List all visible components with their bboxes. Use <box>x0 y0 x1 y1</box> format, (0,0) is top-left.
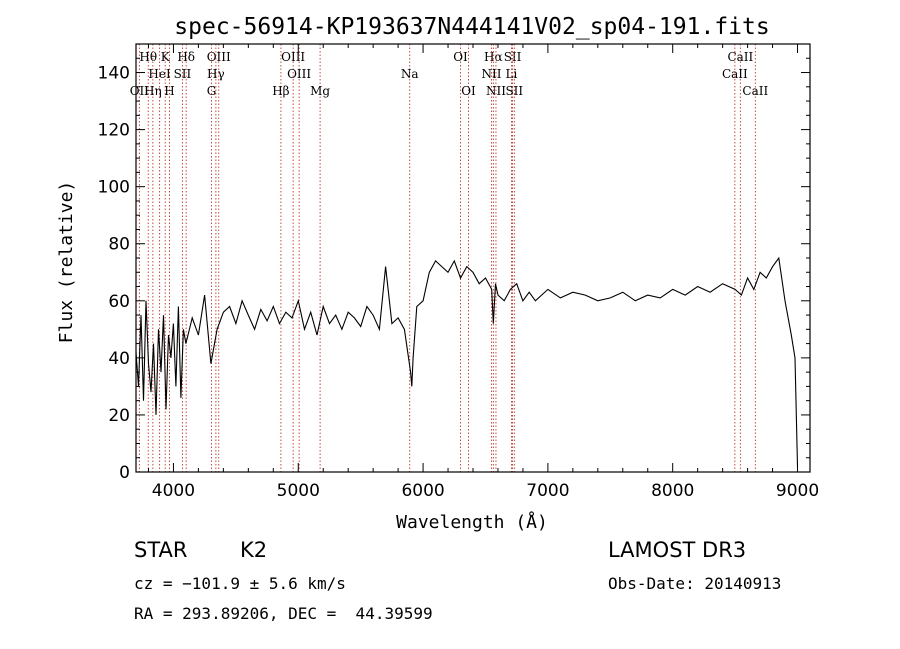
ra-dec: RA = 293.89206, DEC = 44.39599 <box>134 604 433 623</box>
y-tick-label: 140 <box>98 64 130 84</box>
series-layer <box>135 256 799 467</box>
spectral-line-label: Hβ <box>272 84 289 98</box>
spectral-line-label: OIII <box>207 50 231 64</box>
x-tick-label: 7000 <box>526 481 569 501</box>
survey-name: LAMOST DR3 <box>608 538 747 562</box>
spectral-line-label: Hα <box>484 50 503 64</box>
redshift-cz: cz = −101.9 ± 5.6 km/s <box>134 574 346 593</box>
y-tick-label: 0 <box>119 463 130 483</box>
y-tick-label: 120 <box>98 121 130 141</box>
plot-frame <box>135 43 811 473</box>
x-tick-label: 4000 <box>152 481 195 501</box>
x-axis-label: Wavelength (Å) <box>396 511 548 533</box>
y-tick-label: 60 <box>108 292 130 312</box>
y-tick-label: 100 <box>98 178 130 198</box>
spectral-line-label: Hθ <box>139 50 157 64</box>
spectral-line-label: OI <box>453 50 468 64</box>
spectral-line-label: OIII <box>287 67 311 81</box>
spectral-line-label: G <box>207 84 217 98</box>
chart-title: spec-56914-KP193637N444141V02_sp04-191.f… <box>174 14 769 40</box>
spectral-line-label: Hη <box>144 84 162 98</box>
x-tick-label: 8000 <box>651 481 694 501</box>
object-subclass: K2 <box>240 538 268 562</box>
spectral-line-label: HeI <box>148 67 171 81</box>
obs-date: Obs-Date: 20140913 <box>608 574 782 593</box>
x-tick-label: 5000 <box>277 481 320 501</box>
spectral-line-label: OI <box>461 84 476 98</box>
y-tick-label: 20 <box>108 406 130 426</box>
series-line-flux <box>135 256 799 467</box>
x-tick-label: 9000 <box>776 481 819 501</box>
spectral-line-label: NII <box>481 67 501 81</box>
spectral-line-label: Na <box>401 67 419 81</box>
spectral-line-label: CaII <box>727 50 753 64</box>
spectral-line-label: OIII <box>281 50 305 64</box>
ticks-layer: 4000 5000 6000 7000 8000 9000 0 20 40 60 80 100 120 1… <box>98 44 819 501</box>
y-axis-label: Flux (relative) <box>56 181 77 344</box>
spectral-line-label: Li <box>506 67 518 81</box>
spectral-line-label: SII <box>174 67 192 81</box>
spectral-line-label: Hγ <box>207 67 225 81</box>
spectral-line-label: NII <box>486 84 506 98</box>
spectral-line-label: CaII <box>742 84 768 98</box>
spectral-line-label: Mg <box>310 84 330 98</box>
spectral-line-label: OII <box>130 84 150 98</box>
object-class: STAR <box>134 538 188 562</box>
y-tick-label: 80 <box>108 235 130 255</box>
y-tick-label: 40 <box>108 349 130 369</box>
spectral-line-label: Hδ <box>177 50 195 64</box>
spectral-line-label: H <box>164 84 174 98</box>
spectral-line-label: SII <box>505 84 523 98</box>
spectral-line-label: K <box>161 50 171 64</box>
spectral-line-label: SII <box>504 50 522 64</box>
x-tick-label: 6000 <box>401 481 444 501</box>
spectral-line-label: CaII <box>722 67 748 81</box>
